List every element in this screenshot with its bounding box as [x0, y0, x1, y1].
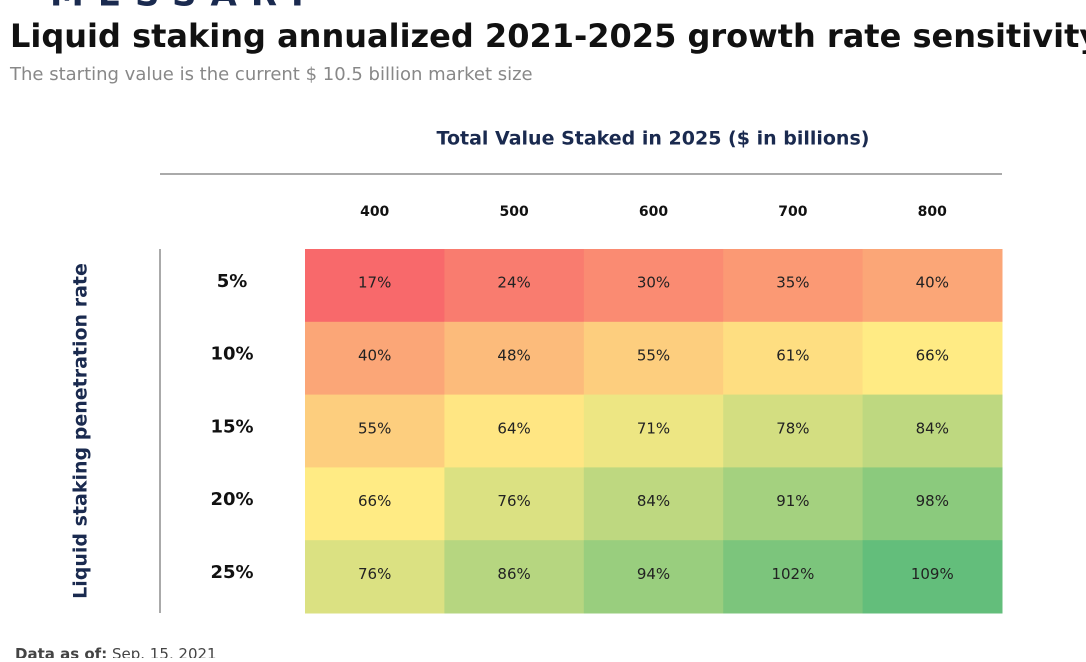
heat-cell: [583, 394, 724, 468]
cell-label: 76%: [497, 492, 530, 510]
cell-label: 55%: [358, 419, 391, 437]
heat-cell: [862, 321, 1003, 396]
cell-label: 98%: [916, 492, 949, 510]
cell-label: 84%: [637, 492, 670, 510]
cell-label: 78%: [776, 419, 809, 437]
cell-label: 48%: [497, 347, 530, 365]
cell-label: 66%: [358, 492, 391, 510]
heat-cell: [444, 249, 585, 323]
heat-cell: [862, 394, 1003, 468]
heat-cell: [723, 321, 864, 396]
heat-cell: [583, 540, 724, 614]
heat-cell: [444, 467, 585, 541]
cell-label: 86%: [497, 565, 530, 583]
heat-cell: [583, 249, 724, 323]
heat-cell: [305, 467, 445, 541]
x-axis-title: Total Value Staked in 2025 ($ in billion…: [437, 128, 870, 150]
x-tick-label: 500: [499, 204, 528, 220]
heat-cell: [444, 394, 585, 468]
cell-label: 91%: [776, 492, 809, 510]
cell-label: 76%: [358, 565, 391, 583]
heat-cell: [305, 540, 445, 614]
cell-label: 55%: [637, 347, 670, 365]
cell-label: 71%: [637, 419, 670, 437]
heat-cell: [305, 321, 445, 396]
heat-cell: [444, 321, 585, 396]
y-tick-label: 5%: [217, 271, 248, 292]
cell-label: 64%: [497, 419, 530, 437]
chart-title: Liquid staking annualized 2021-2025 grow…: [10, 17, 1086, 55]
x-tick-label: 600: [639, 204, 668, 220]
y-tick-label: 10%: [210, 344, 253, 365]
cell-label: 61%: [776, 347, 809, 365]
heat-cell: [862, 249, 1003, 323]
heat-cell: [723, 394, 864, 468]
heat-cell: [723, 540, 864, 614]
x-tick-label: 700: [778, 204, 807, 220]
heat-cell: [305, 249, 445, 323]
heat-cell: [862, 540, 1003, 614]
cell-label: 35%: [776, 274, 809, 292]
heat-cell: [305, 394, 445, 468]
cell-label: 24%: [497, 274, 530, 292]
x-tick-label: 800: [918, 204, 947, 220]
cell-label: 109%: [911, 565, 954, 583]
x-tick-label: 400: [360, 204, 389, 220]
chart-subtitle: The starting value is the current $ 10.5…: [9, 64, 533, 85]
cell-label: 84%: [916, 419, 949, 437]
heat-cell: [723, 249, 864, 323]
cell-label: 102%: [771, 565, 814, 583]
y-axis-title: Liquid staking penetration rate: [70, 263, 92, 599]
heat-cell: [862, 467, 1003, 541]
footer: Data as of: Sep. 15, 2021: [15, 645, 217, 659]
y-tick-label: 20%: [210, 489, 253, 510]
cell-label: 94%: [637, 565, 670, 583]
footer-label: Data as of:: [15, 645, 107, 659]
cell-label: 66%: [916, 347, 949, 365]
brand: MESSARI: [50, 0, 318, 15]
heat-cell: [723, 467, 864, 541]
heat-cell: [444, 540, 585, 614]
cell-label: 17%: [358, 274, 391, 292]
cell-label: 40%: [358, 347, 391, 365]
y-tick-label: 25%: [210, 562, 253, 583]
y-tick-label: 15%: [210, 416, 253, 437]
cell-label: 40%: [916, 274, 949, 292]
heat-cell: [583, 467, 724, 541]
cell-label: 30%: [637, 274, 670, 292]
footer-date: Sep. 15, 2021: [112, 645, 217, 659]
heat-cell: [583, 321, 724, 396]
